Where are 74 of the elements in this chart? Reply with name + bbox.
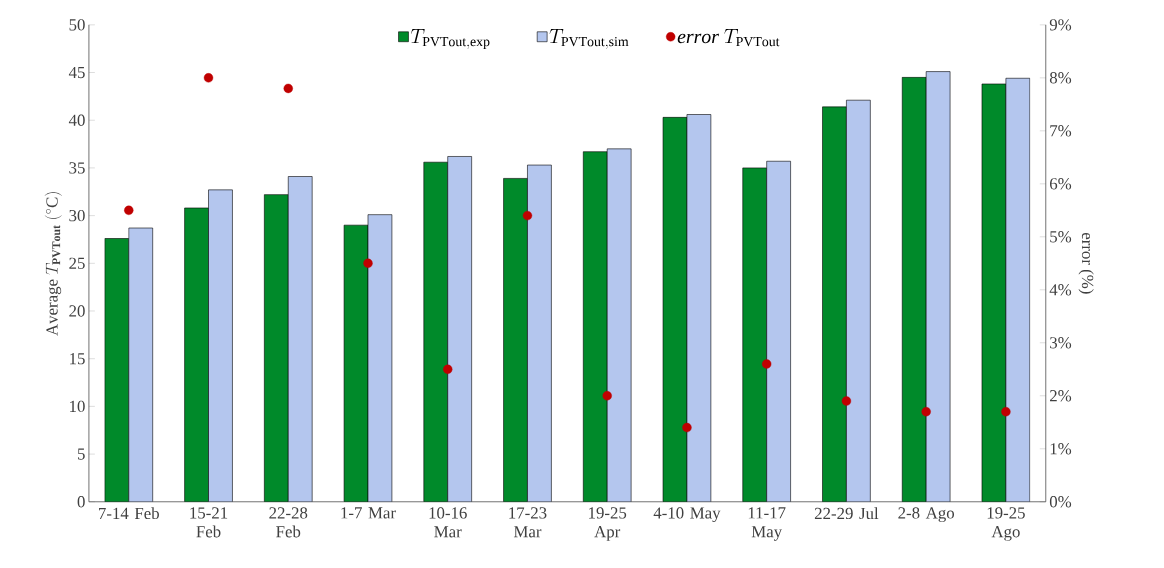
point xyxy=(602,390,612,401)
y-tick-label: 35 xyxy=(69,162,85,174)
bar xyxy=(901,76,927,502)
bar xyxy=(742,167,767,502)
bar xyxy=(686,114,712,502)
x-tick-label: 22-29 Jul xyxy=(814,507,879,519)
bar xyxy=(128,227,153,502)
y2-axis-title: error (%) xyxy=(1078,232,1094,294)
bar xyxy=(822,106,847,502)
y-tick-label: 40 xyxy=(68,114,85,126)
point xyxy=(363,258,373,268)
bar xyxy=(981,83,1007,502)
bar xyxy=(582,151,608,502)
y-tick-label: 30 xyxy=(69,209,85,222)
bar xyxy=(846,99,871,502)
point xyxy=(921,406,931,417)
y-tick-label: 10 xyxy=(70,400,85,412)
bar xyxy=(766,160,791,502)
y2-tick-label: 1% xyxy=(1050,442,1072,455)
bar xyxy=(343,224,369,502)
bar xyxy=(208,189,233,502)
x-tick-label: 19-25 Ago xyxy=(987,507,1025,541)
legend-label: $T_{\mathrm{PVTout,sim}}$ xyxy=(549,28,629,49)
bar xyxy=(662,116,688,502)
x-tick-label: 4-10 May xyxy=(653,507,721,522)
legend-label: $\mathit{error}\ T_{\mathrm{PVTout}}$ xyxy=(677,28,780,47)
y2-tick-label: 3% xyxy=(1050,336,1072,349)
point xyxy=(443,364,453,374)
y-tick-label: 15 xyxy=(70,352,85,365)
y2-tick-label: 2% xyxy=(1050,389,1072,402)
bar xyxy=(447,156,472,502)
legend-label: $T_{\mathrm{PVTout,exp}}$ xyxy=(410,28,490,49)
y2-tick-label: 4% xyxy=(1049,283,1072,296)
x-tick-label: 2-8 Ago xyxy=(898,507,955,522)
point xyxy=(1001,406,1011,417)
bar xyxy=(527,164,552,502)
x-tick-label: 15-21 Feb xyxy=(190,507,228,538)
y2-tick-label: 7% xyxy=(1050,124,1072,137)
bar xyxy=(1005,77,1031,502)
bar xyxy=(184,207,209,502)
bar xyxy=(287,176,313,502)
y2-tick-label: 9% xyxy=(1049,18,1072,31)
y-tick-label: 5 xyxy=(77,448,85,460)
y-tick-label: 20 xyxy=(69,305,85,317)
y-tick-label: 25 xyxy=(69,257,85,269)
bar xyxy=(423,161,449,502)
bar xyxy=(264,194,289,502)
y2-tick-label: 0% xyxy=(1049,495,1072,508)
y2-tick-label: 8% xyxy=(1049,71,1072,84)
point xyxy=(283,83,293,93)
y2-tick-label: 5% xyxy=(1050,230,1072,243)
x-tick-label: 11-17 May xyxy=(748,507,786,541)
point xyxy=(682,422,692,433)
point xyxy=(522,210,533,221)
x-tick-label: 7-14 Feb xyxy=(99,507,159,519)
y-axis-title: $\mathrm{Average}\ T_{\mathbf{PVTout}}\ (^{\circ}\mathrm{C})$ xyxy=(44,191,62,336)
x-tick-label: 1-7 Mar xyxy=(341,507,396,519)
bar xyxy=(503,177,528,502)
point xyxy=(124,205,134,215)
point xyxy=(203,72,214,83)
bar xyxy=(367,214,393,502)
x-tick-label: 10-16 Mar xyxy=(429,507,467,538)
x-tick-label: 19-25 Apr xyxy=(589,507,627,541)
point xyxy=(841,396,852,406)
y2-tick-label: 6% xyxy=(1049,177,1072,190)
y-tick-label: 45 xyxy=(68,66,85,78)
y-tick-label: 50 xyxy=(69,18,85,31)
y-tick-label: 0 xyxy=(77,495,85,508)
bar xyxy=(104,238,130,502)
x-tick-label: 22-28 Feb xyxy=(269,507,308,538)
bar xyxy=(606,148,632,502)
x-tick-label: 17-23 Mar xyxy=(509,507,547,538)
bar xyxy=(925,71,951,502)
point xyxy=(762,359,772,369)
